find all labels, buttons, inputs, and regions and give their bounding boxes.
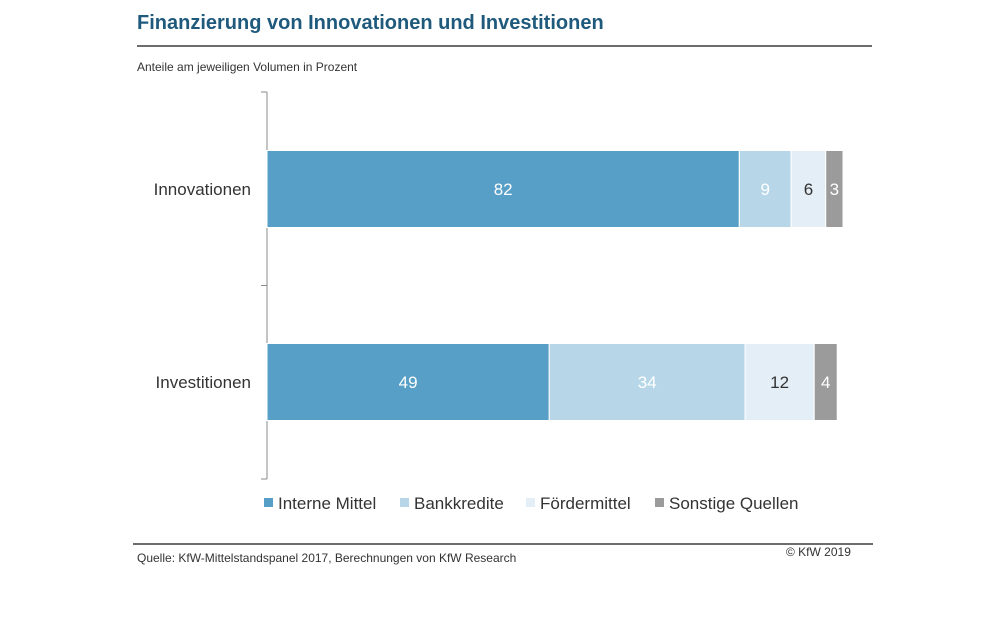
data-label-innovationen-sonstige-quellen: 3 <box>830 180 839 199</box>
legend: Interne Mittel Bankkredite Fördermittel Son… <box>264 494 798 513</box>
bar-innovationen-sonstige-quellen <box>825 150 844 228</box>
chart-subtitle: Anteile am jeweiligen Volumen in Prozent <box>137 60 358 74</box>
chart-title: Finanzierung von Innovationen und Invest… <box>137 12 604 34</box>
category-label-investitionen: Investitionen <box>156 373 251 392</box>
legend-label-bankkredite: Bankkredite <box>414 494 504 513</box>
data-label-investitionen-foerdermittel: 12 <box>770 373 789 392</box>
bar-innovationen-bankkredite <box>738 150 792 228</box>
source-note: Quelle: KfW-Mittelstandspanel 2017, Bere… <box>137 551 517 565</box>
legend-swatch-bankkredite <box>400 498 409 507</box>
category-axis <box>261 91 268 480</box>
data-labels: 82 9 6 3 49 34 12 4 <box>399 180 839 392</box>
legend-swatch-sonstige-quellen <box>655 498 664 507</box>
footer-divider <box>133 543 873 545</box>
copyright-note: © KfW 2019 <box>786 545 851 559</box>
bar-investitionen-bankkredite <box>548 343 746 421</box>
legend-swatch-interne-mittel <box>264 498 273 507</box>
data-label-innovationen-foerdermittel: 6 <box>804 180 813 199</box>
data-label-investitionen-sonstige-quellen: 4 <box>821 373 830 392</box>
legend-label-sonstige-quellen: Sonstige Quellen <box>669 494 798 513</box>
bar-segments <box>266 150 844 421</box>
data-label-investitionen-bankkredite: 34 <box>638 373 657 392</box>
title-divider <box>137 45 872 47</box>
category-label-innovationen: Innovationen <box>154 180 251 199</box>
bar-investitionen-foerdermittel <box>744 343 815 421</box>
legend-label-interne-mittel: Interne Mittel <box>278 494 376 513</box>
legend-swatch-foerdermittel <box>526 498 535 507</box>
bar-investitionen-interne-mittel <box>266 343 550 421</box>
bar-innovationen-foerdermittel <box>790 150 827 228</box>
category-labels: Innovationen Investitionen <box>154 180 251 392</box>
data-label-innovationen-bankkredite: 9 <box>761 180 770 199</box>
legend-label-foerdermittel: Fördermittel <box>540 494 631 513</box>
data-label-investitionen-interne-mittel: 49 <box>399 373 418 392</box>
data-label-innovationen-interne-mittel: 82 <box>494 180 513 199</box>
bar-investitionen-sonstige-quellen <box>813 343 838 421</box>
